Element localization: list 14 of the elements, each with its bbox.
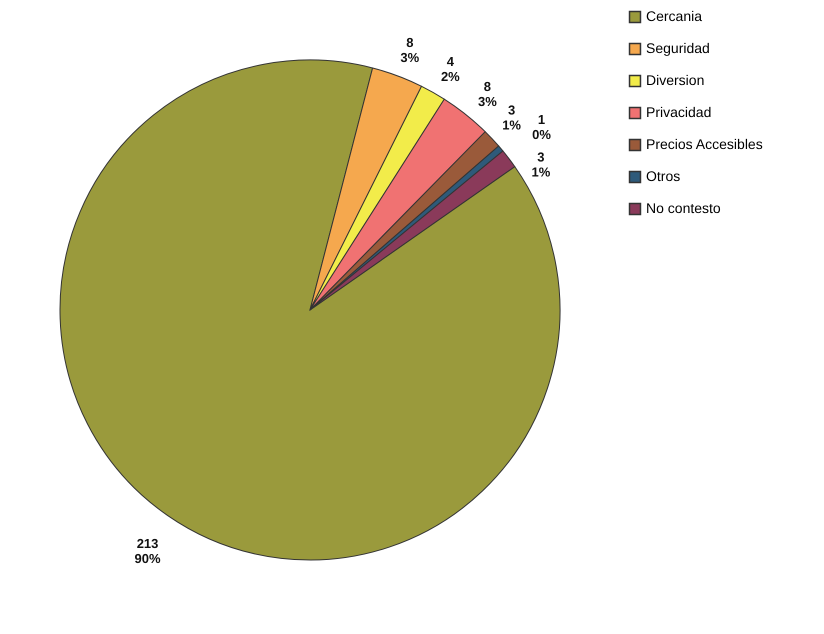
legend-label: No contesto [646, 200, 721, 216]
legend-label: Privacidad [646, 104, 712, 120]
data-label: 8 3% [400, 35, 420, 66]
data-label: 3 1% [531, 149, 551, 180]
data-label: 213 90% [134, 536, 161, 566]
legend-label: Diversion [646, 72, 704, 88]
data-label: 1 0% [532, 112, 552, 142]
legend-label: Seguridad [646, 40, 710, 56]
data-label: 3 1% [502, 102, 522, 133]
legend-label: Otros [646, 168, 680, 184]
legend-label: Precios Accesibles [646, 136, 763, 152]
legend-label: Cercania [646, 8, 702, 24]
data-label: 8 3% [478, 78, 498, 109]
data-label: 4 2% [440, 54, 460, 84]
